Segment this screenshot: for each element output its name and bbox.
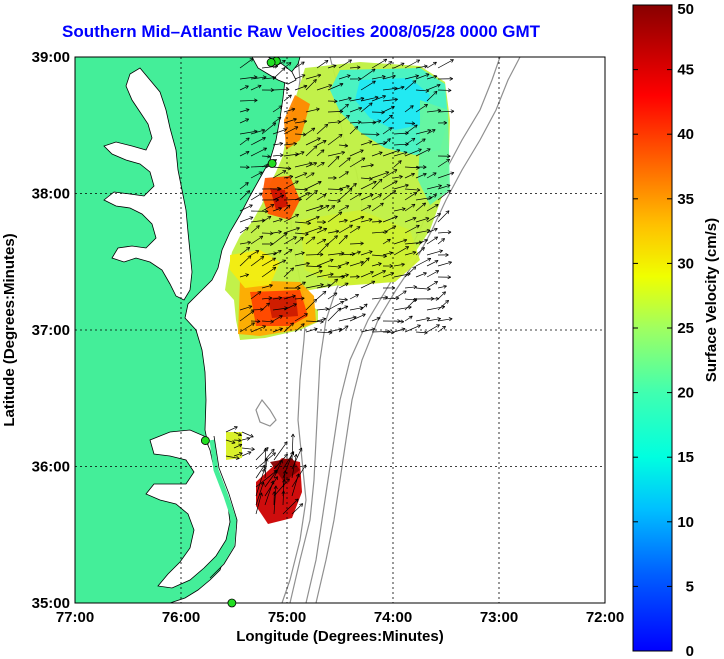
x-tick-label: 74:00 <box>374 609 412 626</box>
colorbar-tick-label: 5 <box>686 578 694 595</box>
x-tick-label: 75:00 <box>268 609 306 626</box>
chesapeake-bay <box>103 67 193 301</box>
axes-frame <box>74 56 606 604</box>
colorbar-label: Surface Velocity (cm/s) <box>703 218 720 382</box>
barrier-islands <box>206 439 237 578</box>
x-tick-label: 73:00 <box>480 609 518 626</box>
station-marker <box>266 58 276 67</box>
colorbar-tick-label: 50 <box>677 1 694 18</box>
x-tick-label: 77:00 <box>56 609 94 626</box>
colorbar-tick-label: 40 <box>677 126 694 143</box>
colorbar-tick-label: 20 <box>677 385 694 402</box>
y-tick-labels: 39:00 38:00 37:00 36:00 35:00 <box>32 49 70 612</box>
colorbar-tick-label: 35 <box>677 191 694 208</box>
colorbar-tick-label: 0 <box>686 643 694 659</box>
colorbar-tick-label: 30 <box>677 255 694 272</box>
y-tick-label: 36:00 <box>32 459 70 476</box>
hf-radar-stations <box>200 56 281 608</box>
station-marker <box>200 436 210 445</box>
colorbar-tick-label: 25 <box>677 320 694 337</box>
x-axis-label: Longitude (Degrees:Minutes) <box>236 628 444 645</box>
map-title: Southern Mid–Atlantic Raw Velocities 200… <box>62 22 541 41</box>
station-marker <box>267 159 277 168</box>
velocity-vectors <box>225 58 455 515</box>
y-tick-label: 35:00 <box>32 595 70 612</box>
colorbar <box>632 4 673 652</box>
grid-lines <box>75 57 605 603</box>
colorbar-tick-label: 10 <box>677 514 694 531</box>
colorbar-tick-label: 15 <box>677 449 694 466</box>
colorbar-tick-label: 45 <box>677 62 694 79</box>
x-tick-label: 76:00 <box>162 609 200 626</box>
x-tick-label: 72:00 <box>586 609 624 626</box>
y-tick-label: 38:00 <box>32 186 70 203</box>
y-tick-label: 39:00 <box>32 49 70 66</box>
y-axis-label: Latitude (Degrees:Minutes) <box>1 233 18 426</box>
x-tick-labels: 77:00 76:00 75:00 74:00 73:00 72:00 <box>56 609 624 626</box>
y-tick-label: 37:00 <box>32 322 70 339</box>
station-marker <box>227 598 237 608</box>
